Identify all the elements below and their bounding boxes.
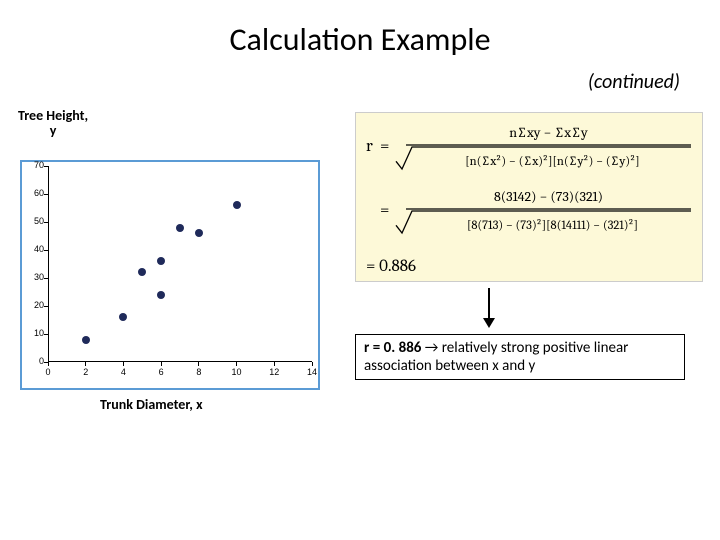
x-tick-label: 2 — [78, 367, 94, 377]
data-point — [157, 291, 165, 299]
y-tick-label: 10 — [26, 328, 44, 338]
interpretation-prefix: r = 0. 886 — [364, 339, 421, 357]
x-tick — [123, 362, 124, 366]
y-tick — [44, 278, 48, 279]
svg-text:=: = — [380, 137, 389, 156]
y-tick — [44, 166, 48, 167]
y-tick-label: 70 — [26, 160, 44, 170]
data-point — [195, 229, 203, 237]
data-point — [157, 257, 165, 265]
y-axis-line — [48, 166, 49, 362]
y-axis-label-line2: y — [50, 122, 57, 139]
svg-text:= 0.886: = 0.886 — [366, 257, 416, 276]
data-point — [119, 313, 127, 321]
x-tick — [198, 362, 199, 366]
svg-text:n∑xy − ∑x∑y: n∑xy − ∑x∑y — [509, 124, 588, 141]
x-tick-label: 12 — [266, 367, 282, 377]
y-tick — [44, 250, 48, 251]
y-tick — [44, 334, 48, 335]
data-point — [176, 224, 184, 232]
y-tick — [44, 194, 48, 195]
x-tick — [48, 362, 49, 366]
slide-root: Calculation Example (continued) Tree Hei… — [0, 0, 720, 540]
x-tick-label: 8 — [191, 367, 207, 377]
svg-text:r: r — [366, 137, 373, 156]
x-tick — [85, 362, 86, 366]
page-title: Calculation Example — [0, 20, 720, 59]
x-tick — [161, 362, 162, 366]
x-tick — [236, 362, 237, 366]
svg-text:=: = — [380, 201, 389, 220]
y-tick-label: 0 — [26, 356, 44, 366]
data-point — [138, 268, 146, 276]
y-tick-label: 20 — [26, 300, 44, 310]
svg-text:[8(713) − (73)²][8(14111) − (3: [8(713) − (73)²][8(14111) − (321)²] — [467, 218, 638, 233]
svg-text:[n(∑x²) − (∑x)²][n(∑y²) − (∑y): [n(∑x²) − (∑x)²][n(∑y²) − (∑y)²] — [465, 154, 639, 169]
data-point — [233, 201, 241, 209]
x-tick-label: 4 — [115, 367, 131, 377]
x-tick — [312, 362, 313, 366]
y-tick — [44, 306, 48, 307]
x-axis-label: Trunk Diameter, x — [100, 396, 203, 413]
y-tick — [44, 222, 48, 223]
interpretation-box: r = 0. 886 → relatively strong positive … — [355, 334, 685, 380]
y-tick-label: 30 — [26, 272, 44, 282]
data-point — [82, 336, 90, 344]
svg-text:8(3142) − (73)(321): 8(3142) − (73)(321) — [494, 188, 603, 205]
y-tick-label: 40 — [26, 244, 44, 254]
x-tick — [274, 362, 275, 366]
x-tick-label: 0 — [40, 367, 56, 377]
x-axis-line — [48, 361, 312, 362]
scatter-plot: 01020304050607002468101214 — [48, 166, 312, 362]
correlation-formula-svg: r = n∑xy − ∑x∑y [n(∑x²) − (∑x)²][n(∑y²) − (… — [356, 113, 704, 283]
y-axis-label: Tree Height, y — [18, 108, 88, 139]
x-tick-label: 10 — [229, 367, 245, 377]
y-tick-label: 60 — [26, 188, 44, 198]
subtitle-continued: (continued) — [588, 70, 680, 94]
arrow-down-icon — [480, 288, 498, 333]
x-tick-label: 6 — [153, 367, 169, 377]
y-tick-label: 50 — [26, 216, 44, 226]
formula-box: r = n∑xy − ∑x∑y [n(∑x²) − (∑x)²][n(∑y²) − (… — [355, 112, 703, 282]
x-tick-label: 14 — [304, 367, 320, 377]
